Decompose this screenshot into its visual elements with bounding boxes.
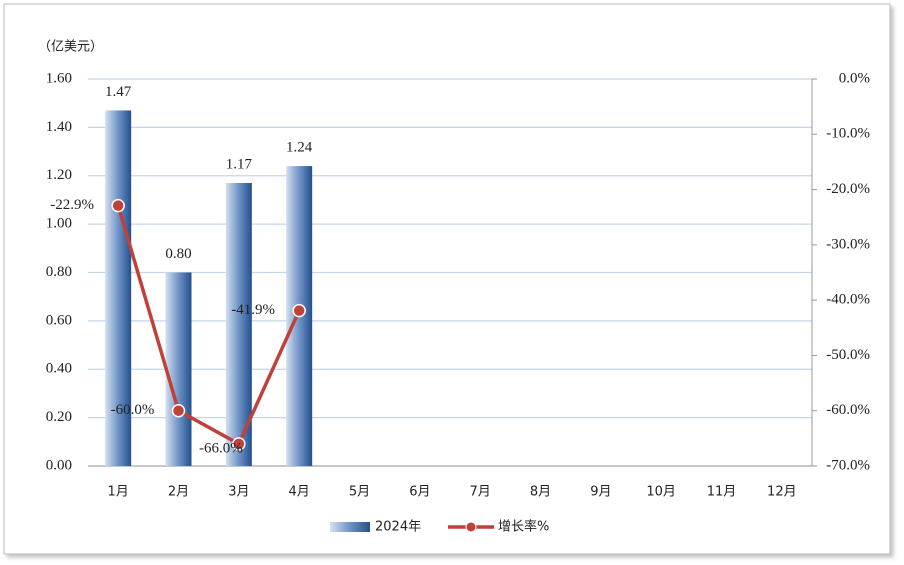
y-tick-label: 1.60 [46,70,72,86]
x-tick-label: 8月 [530,485,551,500]
x-tick-label: 9月 [590,485,611,500]
y-tick-label: 1.20 [46,167,72,183]
legend-label: 增长率% [498,519,549,535]
y-tick-label: 0.80 [46,264,72,280]
legend-swatch [330,522,370,532]
line-point [292,303,306,318]
y2-tick-label: -40.0% [826,292,870,308]
line-point [232,437,246,451]
line-point [171,403,186,418]
y-tick-label: 0.20 [46,409,72,425]
y-tick-label: 0.60 [46,312,72,328]
x-tick-label: 12月 [767,485,797,500]
bar-value-label: 0.80 [165,246,191,262]
unit-label: （亿美元） [38,40,103,55]
legend-label: 2024年 [375,520,421,535]
y-tick-label: 0.00 [46,457,72,473]
chart-frame [3,3,891,555]
bar [165,272,192,466]
y2-tick-label: -70.0% [826,457,870,473]
bar-value-label: 1.47 [105,84,132,100]
bar [225,183,252,466]
y-tick-label: 1.40 [46,119,72,135]
y2-tick-label: -30.0% [826,236,870,252]
bar-value-label: 1.17 [226,156,253,172]
x-tick-label: 10月 [646,485,676,500]
x-tick-label: 11月 [707,485,737,500]
x-tick-label: 1月 [108,485,129,500]
x-tick-label: 3月 [228,485,249,500]
x-tick-label: 6月 [409,485,430,500]
x-tick-label: 7月 [470,485,491,500]
line-value-label: -66.0% [199,440,243,456]
y2-tick-label: -60.0% [826,402,870,418]
line-value-label: -41.9% [231,302,275,318]
legend-swatch [465,521,477,533]
bar [105,110,132,466]
line-value-label: -60.0% [111,402,155,418]
y2-tick-label: 0.0% [839,70,870,86]
y-tick-label: 0.40 [46,361,72,377]
line-point [111,198,125,213]
x-tick-label: 4月 [289,485,310,500]
y-tick-label: 1.00 [46,216,72,232]
line [116,205,301,447]
y2-tick-label: -50.0% [826,347,870,363]
line-value-label: -22.9% [50,197,94,213]
x-tick-label: 2月 [168,485,189,500]
y2-tick-label: -20.0% [826,181,870,197]
x-tick-label: 5月 [349,485,370,500]
y2-tick-label: -10.0% [826,126,870,142]
bar-value-label: 1.24 [286,140,313,156]
